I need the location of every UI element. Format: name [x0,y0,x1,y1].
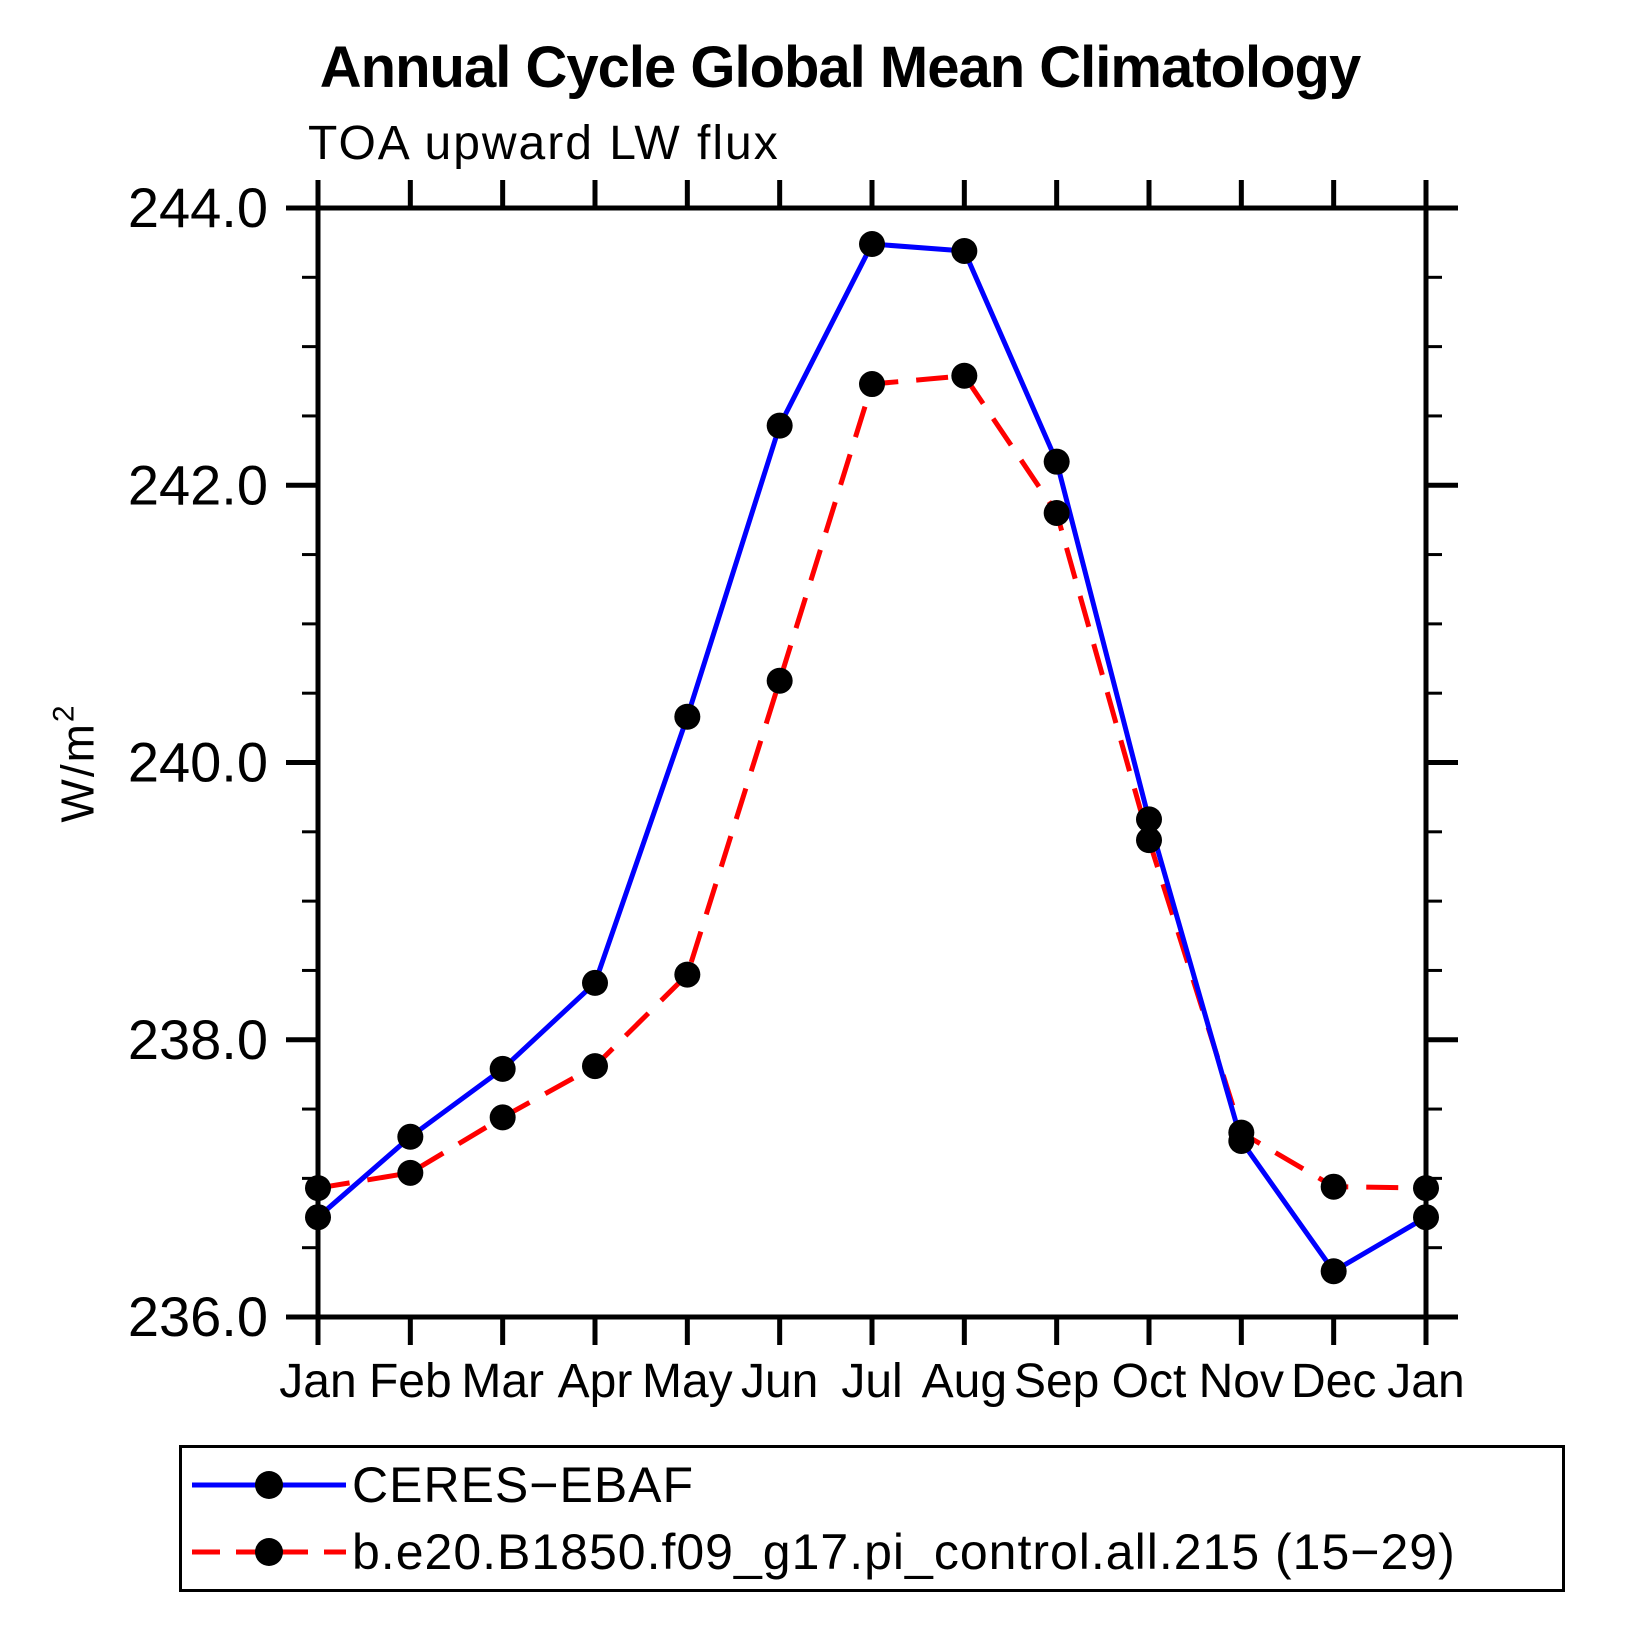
data-point-marker [1043,499,1070,526]
data-point-marker [1136,827,1162,854]
y-axis-tick-labels: 236.0 238.0 240.0 242.0 244.0 [128,176,268,1348]
legend-item-label: b.e20.B1850.f09_g17.pi_control.all.215 (… [352,1524,1456,1580]
y-tick-label: 236.0 [128,1285,268,1348]
x-tick-label: Feb [369,1355,452,1408]
data-point-marker [1043,448,1070,475]
legend-item-label: CERES−EBAF [352,1457,695,1513]
data-point-marker [859,371,885,398]
data-point-marker [1136,806,1162,833]
data-point-marker [1413,1204,1439,1231]
legend: CERES−EBAF b.e20.B1850.f09_g17.pi_contro… [179,1445,1565,1592]
x-tick-label: Nov [1199,1355,1284,1408]
legend-solid-line-marker-icon [192,1471,346,1499]
series-line-solid [316,241,1428,1275]
x-axis-ticks [315,180,1429,1345]
data-point-marker [1228,1119,1255,1146]
y-tick-label: 242.0 [128,453,268,516]
chart-title: Annual Cycle Global Mean Climatology [319,35,1361,100]
x-tick-label: Apr [558,1355,633,1408]
y-tick-label: 244.0 [128,176,268,239]
series-dashed [317,373,1427,1191]
y-tick-label: 240.0 [128,731,268,794]
legend-item: b.e20.B1850.f09_g17.pi_control.all.215 (… [186,1522,1562,1582]
series-line-dashed [317,373,1427,1191]
series-solid [316,241,1428,1275]
data-point-markers [305,231,1439,1285]
x-tick-label: Mar [461,1355,544,1408]
x-tick-label: Jun [741,1355,818,1408]
data-point-marker [1413,1175,1439,1202]
data-point-marker [674,703,701,730]
data-point-marker [582,1053,608,1080]
data-point-marker [1320,1258,1347,1285]
legend-dashed-line-marker-icon [192,1538,346,1566]
data-point-marker [859,231,885,258]
data-point-marker [397,1123,424,1150]
x-tick-label: Jan [1387,1355,1464,1408]
y-axis-major-ticks [286,205,1458,1320]
y-tick-label: 238.0 [128,1008,268,1071]
legend-marker-icon [255,1538,283,1566]
y-axis-minor-ticks [302,275,1442,1250]
legend-item: CERES−EBAF [186,1455,1562,1515]
x-tick-label: Sep [1014,1355,1099,1408]
data-point-marker [489,1104,516,1131]
data-point-marker [951,362,978,389]
data-point-marker [397,1159,424,1186]
data-point-marker [305,1175,331,1202]
x-tick-label: Dec [1291,1355,1376,1408]
legend-marker-icon [255,1471,283,1499]
data-point-marker [305,1204,331,1231]
data-point-marker [951,237,978,264]
data-point-marker [766,667,793,694]
x-tick-label: Oct [1112,1355,1187,1408]
data-point-marker [1320,1173,1347,1200]
data-point-marker [674,961,701,988]
x-tick-label: Aug [922,1355,1007,1408]
x-axis-tick-labels: Jan Feb Mar Apr May Jun Jul Aug Sep Oct Nov Dec Jan [279,1355,1464,1408]
data-point-marker [766,412,793,439]
x-tick-label: Jul [841,1355,902,1408]
data-point-marker [582,969,608,996]
x-tick-label: May [642,1355,733,1408]
data-point-marker [489,1055,516,1082]
x-tick-label: Jan [279,1355,356,1408]
chart-subtitle: TOA upward LW flux [308,117,780,170]
